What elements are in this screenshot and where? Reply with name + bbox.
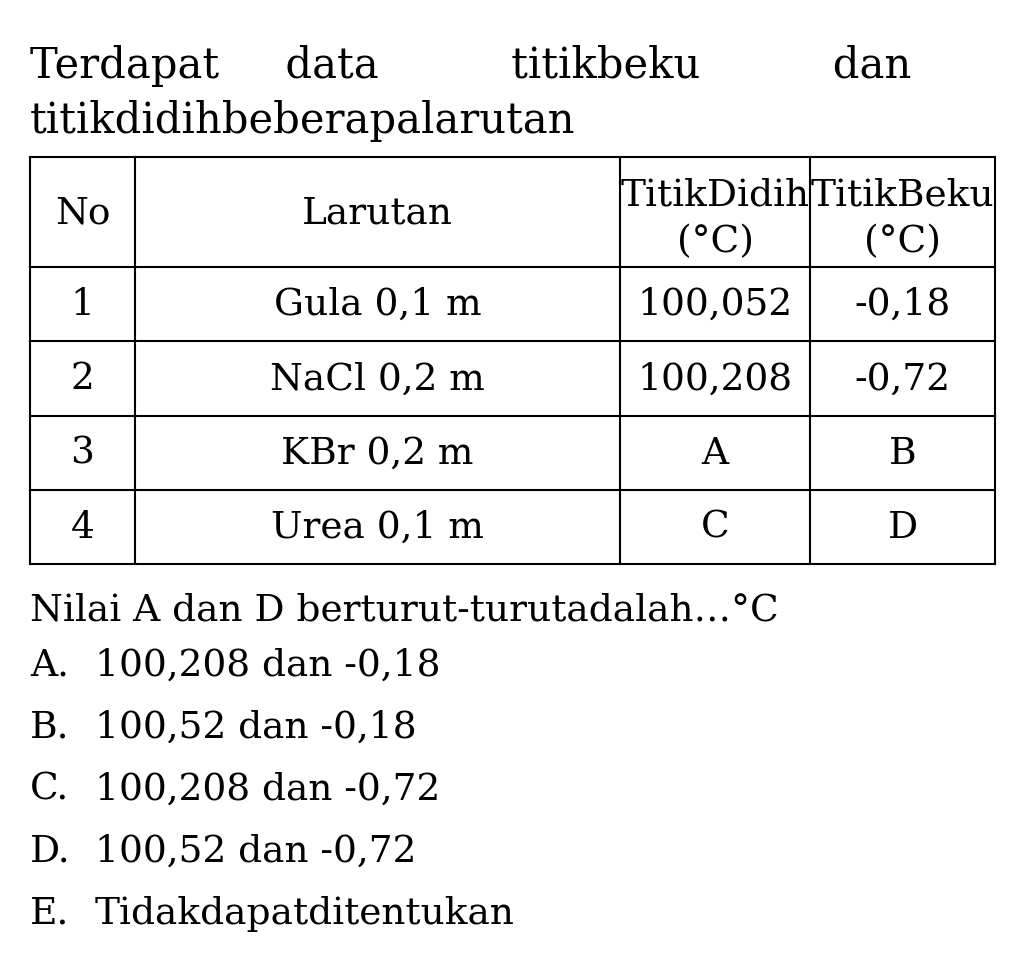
Text: titikdidihbeberapalarutan: titikdidihbeberapalarutan xyxy=(30,100,575,142)
Text: -0,72: -0,72 xyxy=(854,361,950,397)
Text: E.: E. xyxy=(30,895,70,931)
Text: 100,208 dan -0,72: 100,208 dan -0,72 xyxy=(95,771,440,807)
Text: TitikBeku: TitikBeku xyxy=(811,178,994,213)
Text: C: C xyxy=(700,509,729,545)
Text: 100,52 dan -0,18: 100,52 dan -0,18 xyxy=(95,709,417,745)
Text: Gula 0,1 m: Gula 0,1 m xyxy=(273,287,481,323)
Text: -0,18: -0,18 xyxy=(854,287,950,323)
Text: B.: B. xyxy=(30,709,70,745)
Text: (°C): (°C) xyxy=(864,224,941,260)
Text: 100,208 dan -0,18: 100,208 dan -0,18 xyxy=(95,647,440,683)
Text: C.: C. xyxy=(30,771,70,807)
Text: TitikDidih: TitikDidih xyxy=(621,178,810,213)
Text: 100,208: 100,208 xyxy=(637,361,793,397)
Text: NaCl 0,2 m: NaCl 0,2 m xyxy=(270,361,485,397)
Text: A.: A. xyxy=(30,647,69,683)
Text: A: A xyxy=(701,436,728,471)
Text: Larutan: Larutan xyxy=(302,194,453,231)
Text: (°C): (°C) xyxy=(677,224,754,260)
Text: D: D xyxy=(888,509,918,545)
Text: 2: 2 xyxy=(71,361,94,397)
Text: D.: D. xyxy=(30,833,71,869)
Text: Nilai A dan D berturut-turutadalah…°C: Nilai A dan D berturut-turutadalah…°C xyxy=(30,593,778,628)
Text: 4: 4 xyxy=(71,509,94,545)
Text: Tidakdapatditentukan: Tidakdapatditentukan xyxy=(95,895,515,931)
Text: Urea 0,1 m: Urea 0,1 m xyxy=(271,509,484,545)
Text: 100,52 dan -0,72: 100,52 dan -0,72 xyxy=(95,833,417,869)
Text: 100,052: 100,052 xyxy=(637,287,793,323)
Text: KBr 0,2 m: KBr 0,2 m xyxy=(282,436,474,471)
Text: 1: 1 xyxy=(71,287,94,323)
Text: Terdapat     data          titikbeku          dan: Terdapat data titikbeku dan xyxy=(30,45,911,87)
Text: B: B xyxy=(889,436,916,471)
Text: No: No xyxy=(54,194,111,231)
Text: 3: 3 xyxy=(71,436,94,471)
